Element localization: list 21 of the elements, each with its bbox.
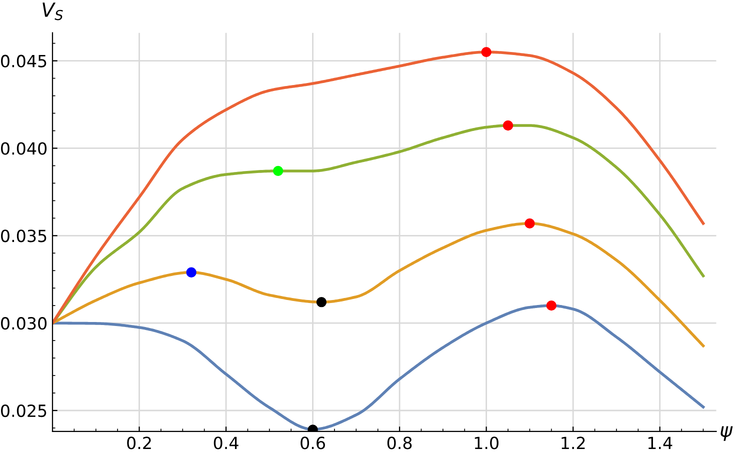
y-tick-label: 0.045 xyxy=(1,54,46,68)
x-tick-label: 0.4 xyxy=(214,436,238,450)
x-axis-title: ψ xyxy=(720,426,733,441)
y-axis-title: V$_{S}$ xyxy=(42,2,63,20)
y-tick-label: 0.030 xyxy=(1,317,47,330)
x-tick-label: 1.4 xyxy=(648,436,672,450)
point xyxy=(186,267,196,278)
y-tick-label: 0.035 xyxy=(1,230,46,242)
x-tick-label: 1.0 xyxy=(474,436,498,450)
point xyxy=(546,300,556,311)
y-tick-label: 0.040 xyxy=(1,142,47,155)
x-tick-label: 0.8 xyxy=(387,436,412,450)
point xyxy=(273,166,284,176)
point xyxy=(502,120,514,131)
x-tick-label: 1.2 xyxy=(562,436,585,450)
point xyxy=(481,46,492,58)
point xyxy=(524,218,535,228)
y-tick-label: 0.025 xyxy=(1,404,46,418)
point xyxy=(316,297,327,308)
x-tick-label: 0.6 xyxy=(300,436,325,450)
x-tick-label: 0.2 xyxy=(127,436,151,450)
